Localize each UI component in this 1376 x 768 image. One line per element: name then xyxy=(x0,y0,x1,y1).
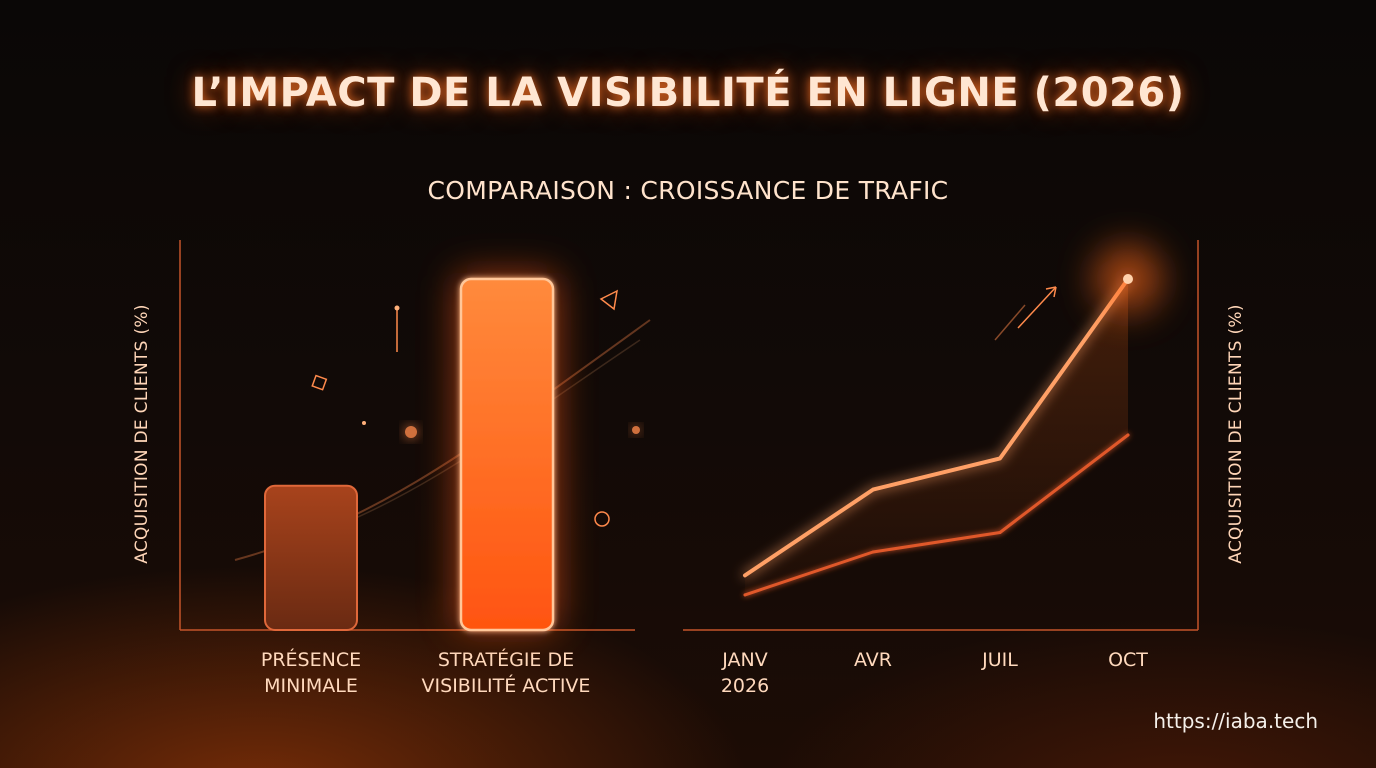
line-point-1-0 xyxy=(743,593,747,597)
line-point-1-2 xyxy=(998,531,1002,534)
decorative-triangle xyxy=(599,289,618,311)
bar-1 xyxy=(459,277,555,632)
line-point-0-1 xyxy=(871,488,875,492)
bars-layer xyxy=(264,273,559,632)
line-x-tick-label-0: JANV 2026 xyxy=(720,649,770,697)
decorative-square xyxy=(311,374,328,391)
decorative-circle xyxy=(594,511,610,527)
line-point-1-3 xyxy=(1126,433,1130,437)
decorative-glow-dot xyxy=(405,426,417,438)
bar-chart-axes xyxy=(179,240,635,631)
decorative-glow-dot-2 xyxy=(632,426,640,434)
line-series-1 xyxy=(743,433,1130,597)
line-chart-axes xyxy=(683,240,1199,631)
decorative-arrow-head xyxy=(1045,286,1057,298)
line-point-0-0 xyxy=(743,573,747,577)
line-endpoint-dot xyxy=(1123,274,1133,284)
line-point-1-1 xyxy=(871,550,875,554)
decorative-arrow-line xyxy=(994,304,1026,341)
line-series-0 xyxy=(743,277,1130,578)
footer-url[interactable]: https://iaba.tech xyxy=(1153,709,1318,733)
bar-category-label-1: STRATÉGIE DE VISIBILITÉ ACTIVE xyxy=(421,649,591,697)
decorative-dot-small xyxy=(362,421,366,425)
line-x-tick-label-2: JUIL xyxy=(982,649,1018,671)
chart-subtitle: COMPARAISON : CROISSANCE DE TRAFIC xyxy=(427,176,949,205)
line-area-fill xyxy=(745,279,1128,595)
chart-title: L’IMPACT DE LA VISIBILITÉ EN LIGNE (2026… xyxy=(191,70,1185,116)
line-x-tick-label-3: OCT xyxy=(1108,649,1148,671)
decorative-arrow-line-2 xyxy=(1017,286,1057,329)
decorative-dot xyxy=(394,305,400,311)
lines-layer xyxy=(743,245,1162,597)
line-x-tick-label-1: AVR xyxy=(854,649,892,671)
bar-category-label-0: PRÉSENCE MINIMALE xyxy=(260,649,362,697)
line-point-0-2 xyxy=(998,456,1002,460)
bar-0 xyxy=(264,484,358,632)
